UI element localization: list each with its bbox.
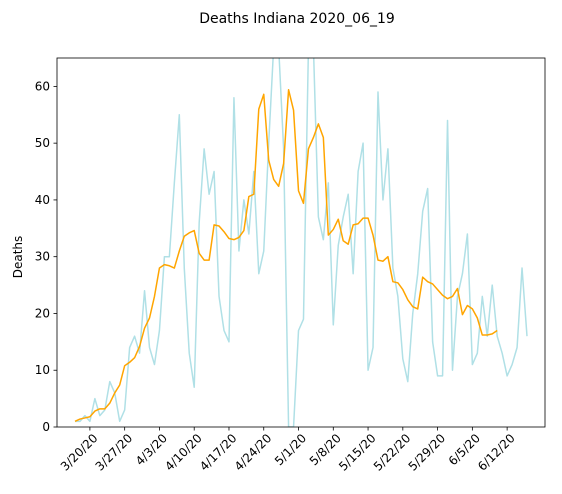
y-tick-label: 10 <box>35 363 50 377</box>
y-tick-label: 40 <box>35 193 50 207</box>
x-tick-label: 5/1/20 <box>272 431 309 468</box>
plot-area: 01020304050603/20/203/27/204/3/204/10/20… <box>35 57 546 474</box>
y-tick-label: 0 <box>42 420 50 434</box>
daily-deaths-line <box>75 58 528 427</box>
y-tick-label: 60 <box>35 79 50 93</box>
y-tick-label: 50 <box>35 136 50 150</box>
x-tick-label: 4/24/20 <box>232 431 275 474</box>
plot-frame <box>56 57 546 428</box>
x-tick-label: 3/20/20 <box>58 431 101 474</box>
x-tick-label: 5/15/20 <box>336 431 379 474</box>
x-tick-label: 4/17/20 <box>197 431 240 474</box>
x-tick-label: 5/29/20 <box>406 431 449 474</box>
x-tick-label: 5/22/20 <box>371 431 414 474</box>
moving-average-line <box>74 89 498 423</box>
y-tick-label: 20 <box>35 306 50 320</box>
x-tick-label: 3/27/20 <box>93 431 136 474</box>
chart-title: Deaths Indiana 2020_06_19 <box>199 11 395 27</box>
x-tick-label: 6/12/20 <box>475 431 518 474</box>
y-axis-label: Deaths <box>11 236 25 279</box>
y-tick-label: 30 <box>35 250 50 264</box>
series-group <box>74 58 528 427</box>
x-tick-label: 4/10/20 <box>162 431 205 474</box>
